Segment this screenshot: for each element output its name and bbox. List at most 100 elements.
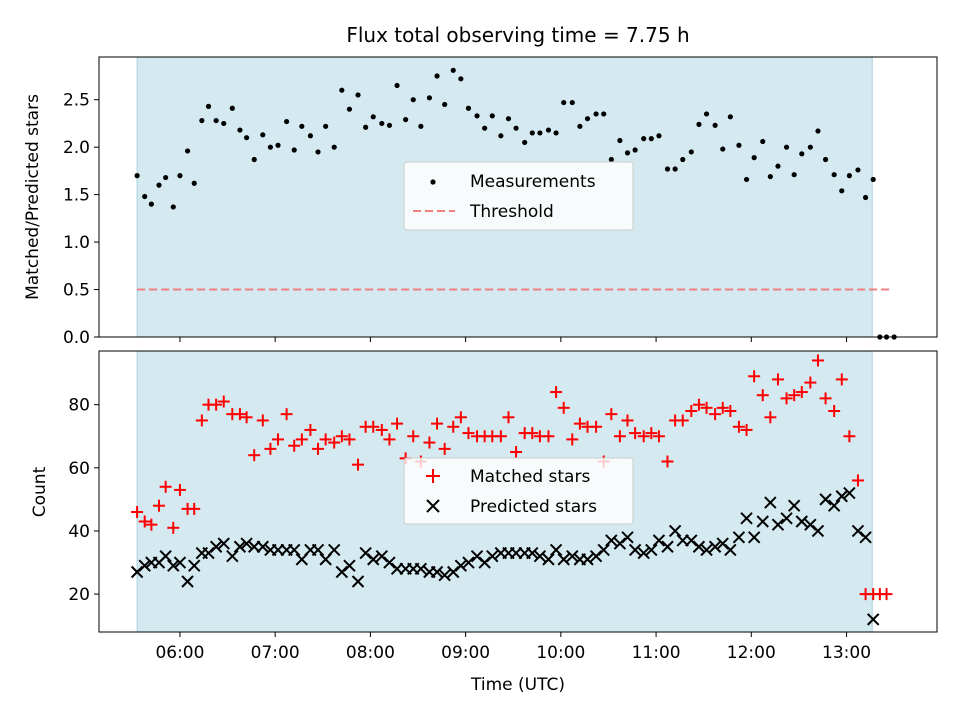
measurement-point [815, 128, 821, 134]
measurement-point [553, 130, 559, 136]
matched-star-point [780, 392, 793, 405]
measurement-point [205, 103, 212, 109]
predicted-star-point [827, 499, 841, 512]
predicted-star-mark [462, 556, 475, 569]
predicted-star-point [351, 575, 365, 588]
measurement-point [450, 67, 456, 73]
predicted-star-point [628, 543, 642, 557]
measurement-point [489, 113, 495, 119]
matched-star-point [716, 401, 729, 414]
measurement-point [283, 118, 290, 125]
matched-star-point [550, 386, 563, 399]
matched-star-point [795, 386, 808, 399]
predicted-star-point [542, 553, 555, 566]
predicted-star-point [486, 550, 499, 563]
predicted-star-mark [708, 540, 722, 553]
measurement-point [601, 111, 607, 117]
matched-star-point [573, 417, 586, 430]
y-tick-label: 1.5 [63, 186, 90, 206]
predicted-star-point [217, 537, 230, 550]
measurement-point [855, 167, 861, 173]
predicted-star-point [181, 575, 194, 588]
predicted-star-mark [526, 546, 539, 560]
matched-star-point [407, 430, 420, 443]
predicted-star-mark [859, 531, 872, 544]
measurement-point [275, 142, 281, 148]
predicted-star-mark [159, 550, 172, 563]
measurement-point [170, 204, 176, 210]
predicted-star-point [581, 553, 594, 566]
matched-star-point [256, 414, 269, 427]
matched-star-point [819, 392, 832, 405]
y-tick-label: 80 [68, 396, 90, 416]
measurement-point [664, 166, 671, 172]
measurement-point [142, 193, 148, 200]
predicted-star-mark [138, 559, 151, 572]
predicted-stars-points [130, 486, 880, 626]
matched-star-point [804, 376, 817, 389]
measurement-point [177, 173, 183, 179]
measurement-point [458, 76, 464, 82]
predicted-star-mark [233, 540, 247, 553]
measurement-point [839, 188, 845, 194]
measurement-point [680, 156, 686, 163]
predicted-star-point [533, 550, 547, 563]
matched-star-point [645, 427, 658, 440]
predicted-star-point [780, 512, 793, 525]
x-tick-label: 07:00 [251, 643, 300, 663]
predicted-star-mark [645, 543, 658, 557]
predicted-star-point [819, 493, 832, 506]
measurement-point [807, 144, 813, 150]
predicted-star-mark [827, 499, 841, 512]
measurement-point [244, 135, 250, 141]
matched-star-point [740, 423, 753, 436]
legend-threshold-label: Threshold [469, 202, 554, 222]
predicted-star-point [454, 559, 468, 572]
predicted-star-mark [167, 559, 180, 572]
measurement-point [474, 113, 480, 119]
measurement-point [577, 123, 583, 129]
predicted-star-point [605, 534, 618, 547]
y-tick-label: 40 [68, 522, 90, 542]
predicted-star-mark [747, 531, 761, 544]
matched-star-point [383, 433, 396, 446]
matched-star-point [447, 420, 460, 433]
measurement-point [148, 201, 154, 207]
measurement-point [410, 97, 416, 103]
predicted-star-mark [692, 540, 706, 553]
predicted-star-point [859, 531, 872, 544]
predicted-star-point [526, 546, 539, 560]
predicted-star-mark [328, 543, 341, 557]
measurement-point [331, 144, 337, 150]
matched-star-point [195, 414, 208, 427]
top-legend: Measurements Threshold [403, 161, 634, 231]
predicted-star-point [233, 540, 247, 553]
bottom-x-ticks: 06:00 07:00 08:00 09:00 10:00 11:00 12:00 13:00 [155, 632, 871, 663]
measurement-point [251, 156, 257, 163]
measurements-points [134, 67, 897, 340]
predicted-star-mark [226, 550, 239, 563]
matched-star-point [167, 521, 180, 534]
matched-star-point [605, 408, 618, 421]
matched-star-point [312, 442, 325, 455]
measurement-point [323, 123, 329, 129]
predicted-star-mark [486, 550, 499, 563]
matched-star-point [159, 480, 172, 493]
predicted-star-mark [780, 512, 793, 525]
matched-star-point [843, 430, 856, 443]
measurement-point [291, 147, 297, 153]
measurement-point [482, 125, 488, 131]
measurement-point [213, 117, 219, 124]
predicted-star-point [747, 531, 761, 544]
matched-star-point [335, 430, 348, 443]
y-tick-label: 60 [68, 459, 90, 479]
measurement-point [822, 156, 829, 163]
measurement-point [339, 87, 345, 93]
predicted-star-mark [533, 550, 547, 563]
predicted-star-mark [795, 515, 808, 528]
matched-star-point [188, 502, 201, 515]
predicted-star-mark [430, 565, 444, 579]
measurement-point [727, 114, 733, 120]
predicted-star-point [256, 540, 269, 553]
